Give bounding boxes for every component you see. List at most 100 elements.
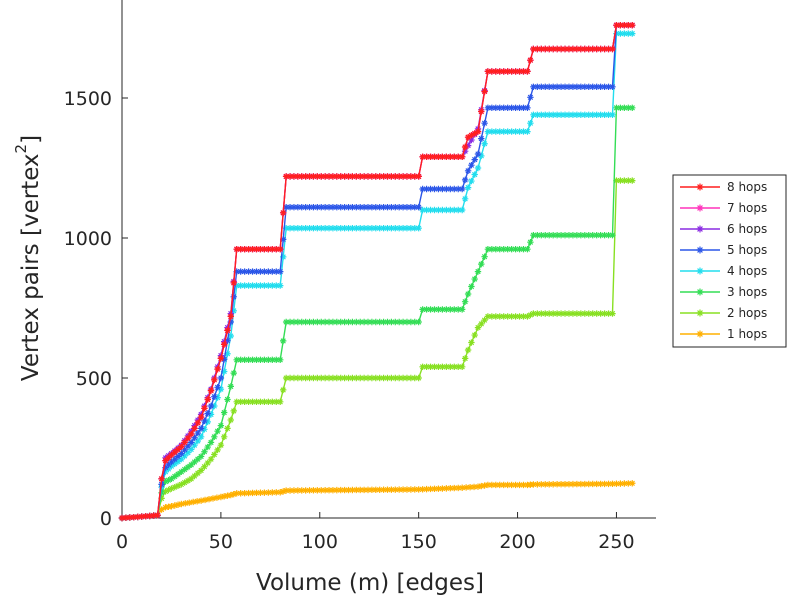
data-point-marker [349,204,356,211]
data-point-marker [585,480,592,488]
data-point-marker [181,479,188,486]
data-point-marker [392,204,399,211]
series-line [121,24,633,519]
data-point-marker [277,282,284,289]
data-point-marker [431,153,438,160]
data-point-marker [130,513,138,521]
data-point-marker [286,225,294,232]
data-point-marker [318,173,325,180]
data-point-marker [265,398,272,405]
data-point-marker [227,313,234,320]
data-point-marker [577,480,585,488]
data-point-marker [126,514,134,521]
data-point-marker [696,330,704,338]
data-point-marker [279,488,287,495]
data-point-marker [581,83,588,90]
data-point-marker [353,486,360,494]
data-point-marker [512,246,519,253]
series-4-hops [118,30,636,522]
data-point-marker [500,128,507,135]
data-point-marker [407,173,415,180]
data-point-marker [423,185,430,193]
data-point-marker [439,153,446,160]
data-point-marker [439,206,446,214]
data-point-marker [403,318,411,326]
data-point-marker [447,206,454,214]
data-point-marker [230,279,237,286]
data-point-marker [553,83,561,90]
data-point-marker [241,268,248,275]
data-point-marker [237,246,244,253]
legend-item: 2 hops [680,306,767,320]
data-point-marker [325,173,333,180]
data-point-marker [253,246,260,253]
data-point-marker [481,253,488,260]
data-point-marker [415,318,422,326]
data-point-marker [455,363,462,370]
data-point-marker [468,177,475,185]
data-point-marker [443,306,450,313]
data-point-marker [484,104,492,111]
data-point-marker [427,153,434,160]
data-point-marker [423,363,430,370]
data-point-marker [341,318,348,326]
data-point-marker [265,268,272,275]
data-point-marker [464,142,472,149]
data-point-marker [524,246,531,253]
data-point-marker [384,318,391,326]
data-point-marker [593,310,600,317]
data-point-marker [302,318,309,326]
data-point-marker [573,310,581,317]
legend-label: 7 hops [727,201,767,215]
data-point-marker [341,225,348,232]
y-tick-label: 1500 [64,88,112,110]
data-point-marker [224,337,231,344]
data-point-marker [419,185,426,193]
data-point-marker [302,374,309,382]
data-point-marker [184,477,192,484]
data-point-marker [233,356,240,363]
data-point-marker [273,398,280,405]
data-point-marker [211,451,218,458]
data-point-marker [395,374,403,382]
data-point-marker [353,374,360,382]
legend-label: 3 hops [727,285,767,299]
data-point-marker [411,318,418,326]
data-point-marker [601,480,608,488]
data-point-marker [605,111,612,118]
data-point-marker [162,488,169,495]
data-point-marker [380,173,387,180]
data-point-marker [253,268,260,275]
data-point-marker [492,246,499,253]
series-line [121,179,633,519]
data-point-marker [341,374,348,382]
data-point-marker [273,246,280,253]
data-point-marker [345,204,352,211]
data-point-marker [581,45,588,53]
data-point-marker [508,128,515,135]
data-point-marker [329,318,337,326]
data-point-marker [357,225,364,232]
data-point-marker [353,204,360,211]
data-point-marker [290,487,298,494]
data-point-marker [227,332,234,340]
data-point-marker [392,318,399,326]
data-point-marker [269,268,276,275]
data-point-marker [447,306,454,313]
data-point-marker [423,306,430,313]
data-point-marker [237,356,244,363]
data-point-marker [427,306,434,313]
data-point-marker [227,318,234,326]
data-point-marker [392,486,399,493]
data-point-marker [364,204,372,211]
data-point-marker [314,225,321,232]
series-line [121,24,633,519]
data-point-marker [435,153,442,160]
data-point-marker [364,225,372,232]
data-point-marker [227,491,234,499]
data-point-marker [194,429,202,437]
legend-item: 1 hops [680,327,767,341]
data-point-marker [601,45,608,53]
data-point-marker [462,484,470,491]
